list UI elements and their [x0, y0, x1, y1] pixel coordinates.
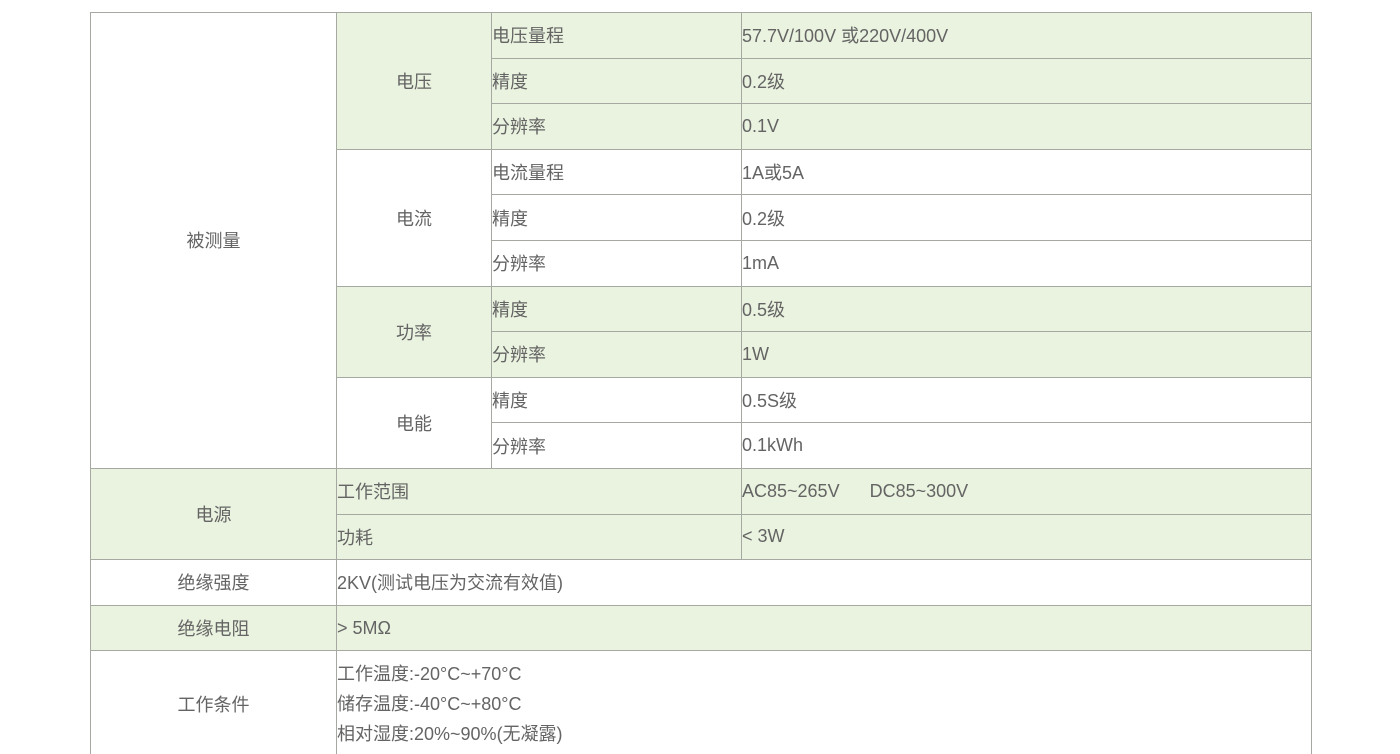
- insulation-strength-value: 2KV(测试电压为交流有效值): [336, 559, 1312, 606]
- table-row: 分辨率 0.1kWh: [91, 422, 1312, 469]
- table-row: 电源 工作范围 AC85~265V DC85~300V: [90, 467, 1312, 561]
- spec-name-energy-accuracy: 精度: [491, 376, 742, 424]
- storage-temperature-line: 储存温度:-40°C~+80°C: [337, 693, 522, 714]
- current-group-label: 电流: [336, 148, 492, 287]
- table-row: 分辨率 1mA: [91, 239, 1312, 287]
- spec-value-current-accuracy: 0.2级: [741, 194, 1312, 241]
- table-row: 被测量 电压 电压量程 57.7V/100V 或220V/400V: [90, 12, 1312, 469]
- spec-value-operating-range: AC85~265V DC85~300V: [741, 467, 1312, 515]
- spec-name-power-resolution: 分辨率: [491, 331, 742, 378]
- relative-humidity-line: 相对湿度:20%~90%(无凝露): [337, 723, 563, 744]
- spec-value-voltage-accuracy: 0.2级: [741, 57, 1312, 105]
- insulation-strength-label: 绝缘强度: [90, 559, 337, 606]
- spec-name-operating-range: 工作范围: [336, 467, 742, 515]
- working-temperature-line: 工作温度:-20°C~+70°C: [337, 663, 522, 684]
- spec-value-power-consumption: < 3W: [741, 513, 1312, 561]
- spec-value-current-range: 1A或5A: [741, 148, 1312, 196]
- insulation-resistance-label: 绝缘电阻: [90, 604, 337, 652]
- working-conditions-value: 工作温度:-20°C~+70°C 储存温度:-40°C~+80°C 相对湿度:2…: [336, 650, 1312, 754]
- table-row: 功率 精度 0.5级: [91, 285, 1312, 378]
- table-row: 绝缘电阻 > 5MΩ: [90, 604, 1312, 652]
- table-row: 精度 0.2级: [91, 194, 1312, 241]
- spec-name-voltage-resolution: 分辨率: [491, 103, 742, 150]
- table-row: 精度 0.2级: [91, 57, 1312, 105]
- working-conditions-label: 工作条件: [90, 650, 337, 754]
- table-row: 分辨率 1W: [91, 331, 1312, 378]
- spec-value-energy-resolution: 0.1kWh: [741, 422, 1312, 469]
- spec-name-power-accuracy: 精度: [491, 285, 742, 333]
- spec-name-voltage-accuracy: 精度: [491, 57, 742, 105]
- energy-group-label: 电能: [336, 376, 492, 469]
- spec-value-energy-accuracy: 0.5S级: [741, 376, 1312, 424]
- spec-name-voltage-range: 电压量程: [491, 12, 742, 59]
- table-row: 电能 精度 0.5S级: [91, 376, 1312, 469]
- table-row: 绝缘强度 2KV(测试电压为交流有效值): [90, 559, 1312, 606]
- spec-table: 被测量 电压 电压量程 57.7V/100V 或220V/400V 精度 0.2…: [90, 12, 1312, 754]
- voltage-group-label: 电压: [336, 12, 492, 150]
- table-row: 电流 电流量程 1A或5A: [91, 148, 1312, 287]
- table-row: 分辨率 0.1V: [91, 103, 1312, 150]
- spec-name-energy-resolution: 分辨率: [491, 422, 742, 469]
- table-row: 工作条件 工作温度:-20°C~+70°C 储存温度:-40°C~+80°C 相…: [90, 650, 1312, 754]
- insulation-resistance-value: > 5MΩ: [336, 604, 1312, 652]
- table-row: 功耗 < 3W: [91, 513, 1312, 561]
- spec-value-voltage-range: 57.7V/100V 或220V/400V: [741, 12, 1312, 59]
- spec-value-power-accuracy: 0.5级: [741, 285, 1312, 333]
- power-group-label: 功率: [336, 285, 492, 378]
- measured-group-label: 被测量: [90, 12, 337, 469]
- power-supply-group-label: 电源: [90, 467, 337, 561]
- spec-name-current-accuracy: 精度: [491, 194, 742, 241]
- spec-name-current-range: 电流量程: [491, 148, 742, 196]
- spec-value-voltage-resolution: 0.1V: [741, 103, 1312, 150]
- spec-name-current-resolution: 分辨率: [491, 239, 742, 287]
- spec-value-power-resolution: 1W: [741, 331, 1312, 378]
- spec-name-power-consumption: 功耗: [336, 513, 742, 561]
- spec-value-current-resolution: 1mA: [741, 239, 1312, 287]
